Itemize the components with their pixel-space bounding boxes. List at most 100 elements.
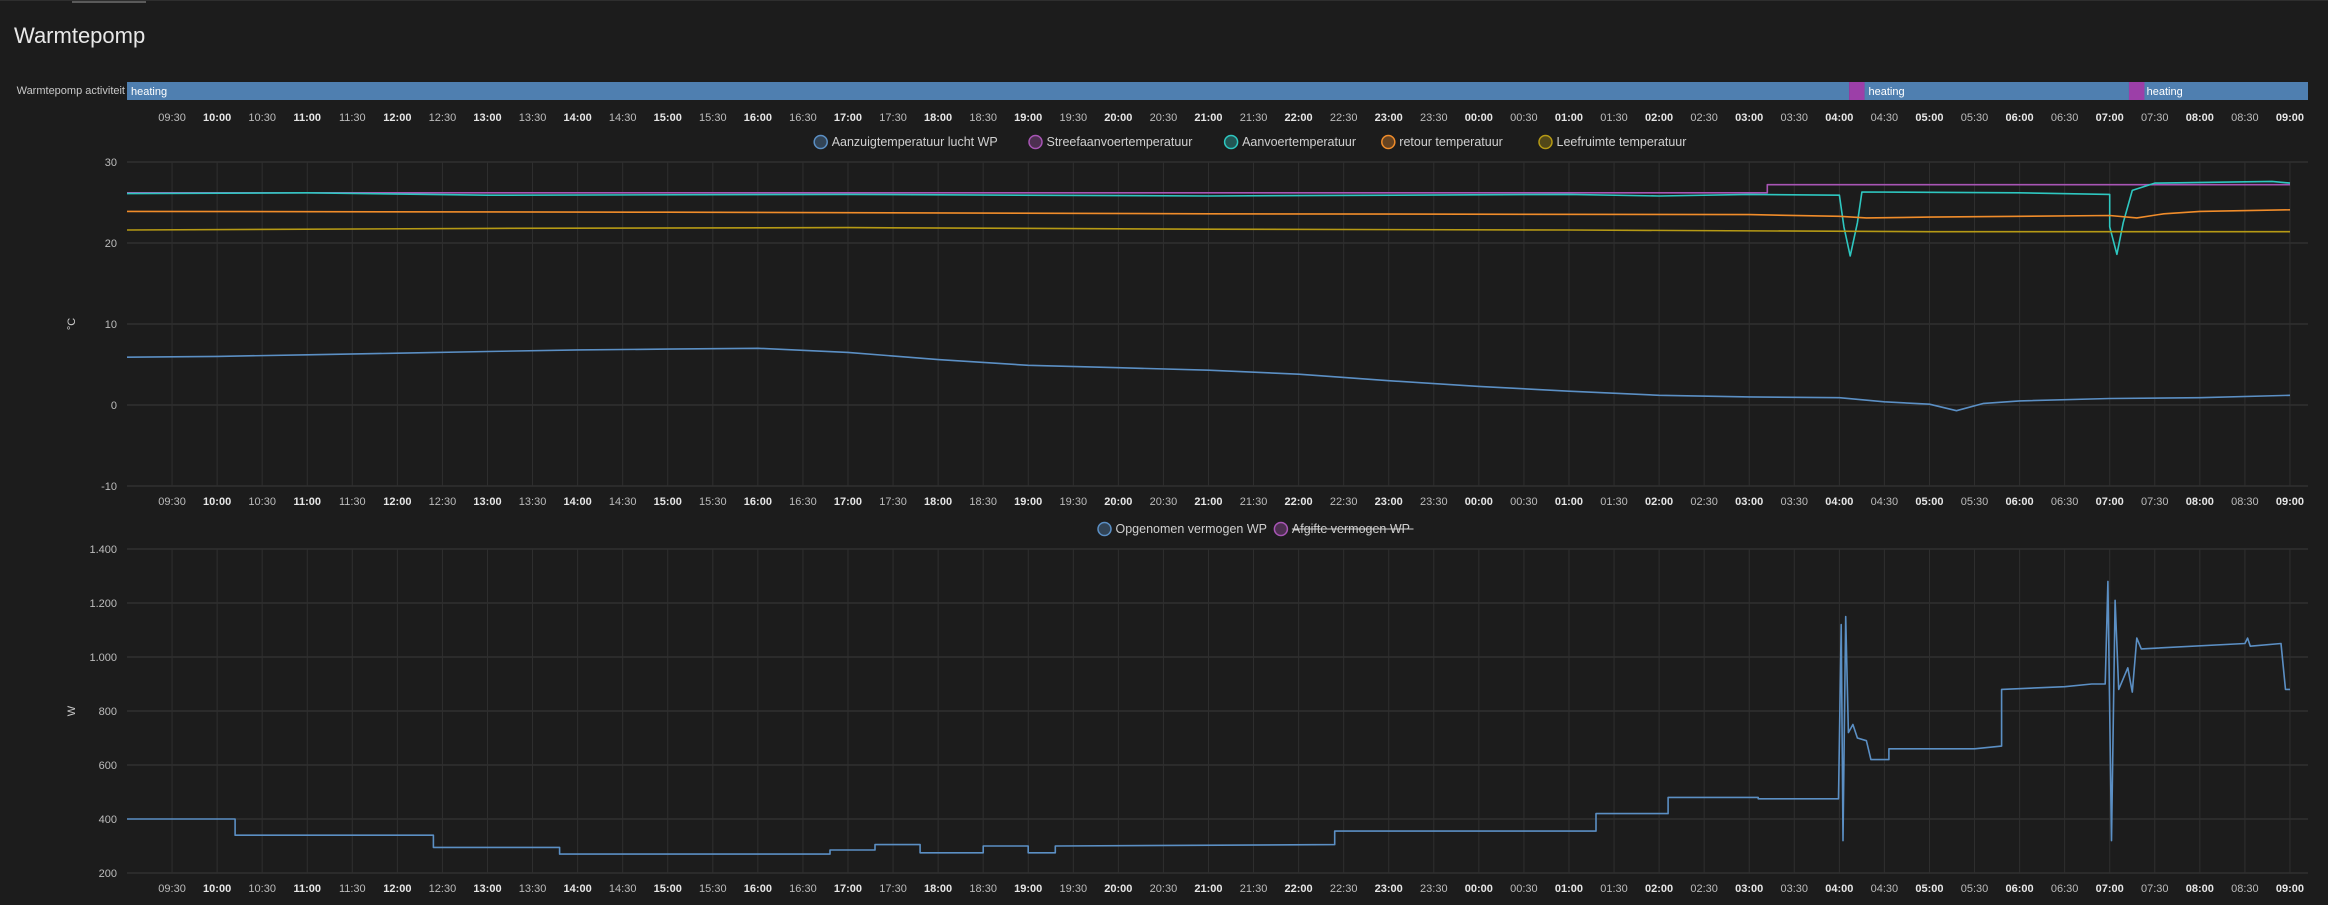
timeline-segment[interactable] <box>127 82 1850 100</box>
legend-swatch[interactable] <box>1223 134 1239 150</box>
timeline-tick-label: 19:00 <box>1014 112 1042 124</box>
chart-0-tick-label: 00:30 <box>1510 496 1538 508</box>
timeline-tick-label: 16:00 <box>744 112 772 124</box>
timeline-tick-label: 18:30 <box>969 112 997 124</box>
y-tick-label: 1.400 <box>89 544 117 556</box>
timeline-segment[interactable] <box>2142 82 2308 100</box>
tab-indicator <box>72 1 146 3</box>
chart-1-tick-label: 17:30 <box>879 883 907 895</box>
chart-1-tick-label: 01:00 <box>1555 883 1583 895</box>
timeline-segment-label: heating <box>131 86 167 98</box>
chart-1-tick-label: 20:00 <box>1104 883 1132 895</box>
chart-0-tick-label: 20:00 <box>1104 496 1132 508</box>
timeline-tick-label: 13:00 <box>473 112 501 124</box>
chart-1-tick-label: 04:30 <box>1871 883 1899 895</box>
timeline-tick-label: 02:30 <box>1690 112 1718 124</box>
chart-1-tick-label: 14:00 <box>564 883 592 895</box>
timeline-tick-label: 01:00 <box>1555 112 1583 124</box>
legend-swatch[interactable] <box>1028 134 1043 150</box>
chart-1-tick-label: 14:30 <box>609 883 637 895</box>
chart-0-tick-label: 11:00 <box>293 496 321 508</box>
chart-0-tick-label: 03:00 <box>1735 496 1763 508</box>
chart-0-tick-label: 03:30 <box>1781 496 1809 508</box>
chart-0-tick-label: 06:30 <box>2051 496 2079 508</box>
y-tick-label: 800 <box>99 706 117 718</box>
legend-swatch[interactable] <box>1273 521 1289 537</box>
timeline-tick-label: 00:00 <box>1465 112 1493 124</box>
chart-1-tick-label: 05:00 <box>1915 883 1943 895</box>
timeline-tick-label: 01:30 <box>1600 112 1628 124</box>
chart-0-tick-label: 04:30 <box>1871 496 1899 508</box>
timeline-tick-label: 15:30 <box>699 112 727 124</box>
timeline-tick-label: 07:00 <box>2096 112 2124 124</box>
chart-1-tick-label: 07:30 <box>2141 883 2169 895</box>
chart-1-tick-label: 18:00 <box>924 883 952 895</box>
legend-swatch[interactable] <box>813 134 828 150</box>
timeline-tick-label: 22:30 <box>1330 112 1358 124</box>
timeline-tick-label: 18:00 <box>924 112 952 124</box>
timeline-tick-label: 04:30 <box>1871 112 1899 124</box>
chart-0-tick-label: 20:30 <box>1150 496 1178 508</box>
series-line <box>126 180 2291 257</box>
legend-item-label[interactable]: Aanvoertemperatuur <box>1242 135 1356 149</box>
y-tick-label: 400 <box>99 814 117 826</box>
chart-0-tick-label: 15:00 <box>654 496 682 508</box>
chart-1-tick-label: 20:30 <box>1150 883 1178 895</box>
chart-0-tick-label: 12:30 <box>429 496 457 508</box>
chart-1-tick-label: 05:30 <box>1961 883 1989 895</box>
timeline-tick-label: 14:00 <box>564 112 592 124</box>
y-tick-label: 20 <box>105 238 117 250</box>
timeline-tick-label: 08:30 <box>2231 112 2259 124</box>
chart-0-tick-label: 13:00 <box>473 496 501 508</box>
y-tick-label: 600 <box>99 760 117 772</box>
y-tick-label: 0 <box>111 400 117 412</box>
legend-swatch[interactable] <box>1381 134 1396 150</box>
y-tick-label: 1.000 <box>89 652 117 664</box>
legend-item-label[interactable]: Aanzuigtemperatuur lucht WP <box>832 135 998 149</box>
y-tick-label: 30 <box>105 157 117 169</box>
chart-0-tick-label: 02:30 <box>1690 496 1718 508</box>
chart-0-tick-label: 21:00 <box>1194 496 1222 508</box>
chart-0-tick-label: 08:00 <box>2186 496 2214 508</box>
legend-item-label[interactable]: Leefruimte temperatuur <box>1557 135 1687 149</box>
chart-0-tick-label: 16:30 <box>789 496 817 508</box>
y-tick-label: 200 <box>99 868 117 880</box>
timeline-tick-label: 14:30 <box>609 112 637 124</box>
timeline-segment[interactable] <box>1864 82 2129 100</box>
timeline-segment-label: heating <box>2147 86 2183 98</box>
legend-item-label[interactable]: Streefaanvoertemperatuur <box>1047 135 1193 149</box>
chart-1-tick-label: 19:30 <box>1060 883 1088 895</box>
chart-1-tick-label: 03:30 <box>1781 883 1809 895</box>
chart-1-tick-label: 00:00 <box>1465 883 1493 895</box>
chart-1-tick-label: 10:00 <box>203 883 231 895</box>
chart-0-tick-label: 23:00 <box>1375 496 1403 508</box>
chart-1-tick-label: 12:00 <box>383 883 411 895</box>
y-axis-label: °C <box>66 318 78 330</box>
chart-0-tick-label: 04:00 <box>1825 496 1853 508</box>
legend-item-label[interactable]: retour temperatuur <box>1399 135 1503 149</box>
chart-1-tick-label: 22:00 <box>1285 883 1313 895</box>
chart-0-tick-label: 22:30 <box>1330 496 1358 508</box>
timeline-label: Warmtepomp activiteit <box>17 85 125 97</box>
timeline-tick-label: 16:30 <box>789 112 817 124</box>
timeline-tick-label: 17:00 <box>834 112 862 124</box>
chart-0-tick-label: 19:00 <box>1014 496 1042 508</box>
timeline-tick-label: 20:30 <box>1150 112 1178 124</box>
series-line <box>126 347 2291 412</box>
chart-0-tick-label: 10:00 <box>203 496 231 508</box>
timeline-tick-label: 06:30 <box>2051 112 2079 124</box>
legend-swatch[interactable] <box>1097 521 1112 537</box>
timeline-tick-label: 10:30 <box>248 112 276 124</box>
legend-item-label[interactable]: Opgenomen vermogen WP <box>1116 522 1267 536</box>
timeline-tick-label: 11:30 <box>339 112 366 124</box>
chart-0-tick-label: 07:30 <box>2141 496 2169 508</box>
chart-0-tick-label: 09:30 <box>158 496 186 508</box>
chart-0-tick-label: 23:30 <box>1420 496 1448 508</box>
chart-0-tick-label: 14:30 <box>609 496 637 508</box>
timeline-tick-label: 10:00 <box>203 112 231 124</box>
timeline-tick-label: 19:30 <box>1060 112 1088 124</box>
chart-1-tick-label: 21:30 <box>1240 883 1268 895</box>
legend-swatch[interactable] <box>1538 134 1553 150</box>
